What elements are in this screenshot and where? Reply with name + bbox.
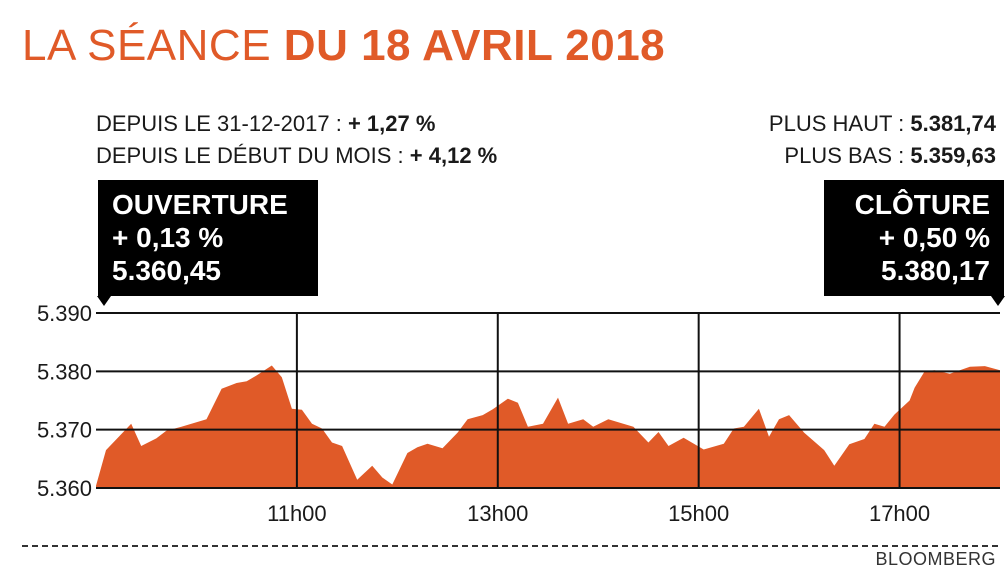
index-area-chart: 5.360 5.370 5.380 5.390 11h00 13h00 15h00 17h00 — [37, 301, 1000, 526]
title-light: LA SÉANCE — [22, 21, 272, 70]
x-tick-label-3: 17h00 — [869, 501, 930, 526]
price-area — [96, 365, 1000, 488]
open-label: OUVERTURE — [112, 189, 288, 220]
footer-divider — [22, 545, 998, 547]
stat-low-value: 5.359,63 — [910, 143, 996, 168]
close-callout: CLÔTURE + 0,50 % 5.380,17 — [824, 180, 1005, 306]
close-value: 5.380,17 — [881, 255, 990, 286]
stat-high: PLUS HAUT : 5.381,74 — [769, 108, 996, 140]
stat-low: PLUS BAS : 5.359,63 — [769, 140, 996, 172]
open-pointer — [97, 296, 111, 306]
stat-high-value: 5.381,74 — [910, 111, 996, 136]
x-tick-label-1: 13h00 — [467, 501, 528, 526]
close-change: + 0,50 % — [878, 222, 990, 253]
chart-title: LA SÉANCE DU 18 AVRIL 2018 — [22, 20, 665, 72]
open-callout: OUVERTURE + 0,13 % 5.360,45 — [97, 180, 318, 306]
stat-low-label: PLUS BAS : — [784, 143, 905, 168]
close-label: CLÔTURE — [854, 189, 990, 220]
x-tick-label-2: 15h00 — [668, 501, 729, 526]
stats-range: PLUS HAUT : 5.381,74 PLUS BAS : 5.359,63 — [769, 108, 996, 172]
stat-ytd-label: DEPUIS LE 31-12-2017 : — [96, 111, 342, 136]
open-change: + 0,13 % — [112, 222, 224, 253]
y-tick-label-3: 5.390 — [37, 301, 92, 326]
y-tick-label-2: 5.380 — [37, 359, 92, 384]
y-tick-label-0: 5.360 — [37, 476, 92, 501]
stats-since: DEPUIS LE 31-12-2017 : + 1,27 % DEPUIS L… — [96, 108, 497, 172]
stat-high-label: PLUS HAUT : — [768, 111, 905, 136]
title-bold: DU 18 AVRIL 2018 — [283, 21, 666, 70]
stat-mtd: DEPUIS LE DÉBUT DU MOIS : + 4,12 % — [96, 140, 497, 172]
close-pointer — [991, 296, 1005, 306]
stat-mtd-value: + 4,12 % — [409, 143, 498, 168]
x-tick-label-0: 11h00 — [267, 501, 327, 526]
stat-ytd: DEPUIS LE 31-12-2017 : + 1,27 % — [96, 108, 497, 140]
stat-mtd-label: DEPUIS LE DÉBUT DU MOIS : — [96, 143, 404, 168]
stat-ytd-value: + 1,27 % — [347, 111, 436, 136]
open-value: 5.360,45 — [112, 255, 221, 286]
source-label: BLOOMBERG — [875, 549, 996, 569]
y-tick-label-1: 5.370 — [37, 418, 92, 443]
